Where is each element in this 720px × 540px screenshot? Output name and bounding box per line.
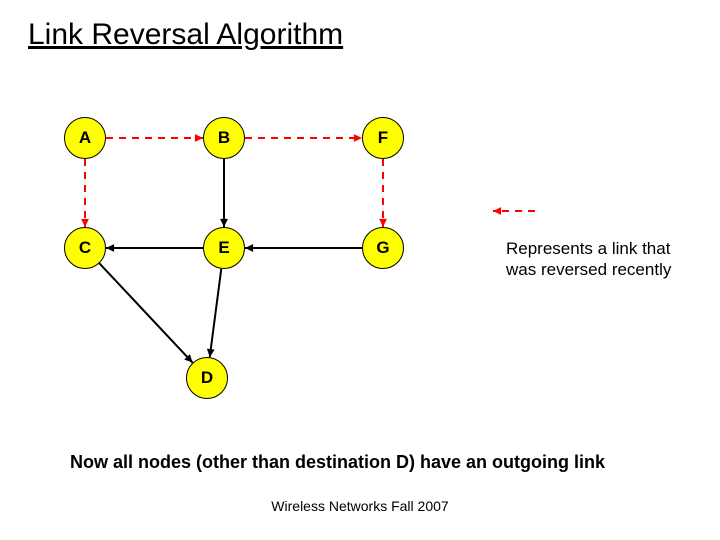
node-b: B: [203, 117, 245, 159]
node-f: F: [362, 117, 404, 159]
caption-text: Now all nodes (other than destination D)…: [70, 452, 605, 473]
node-d: D: [186, 357, 228, 399]
footer-text: Wireless Networks Fall 2007: [0, 498, 720, 514]
node-c: C: [64, 227, 106, 269]
node-e: E: [203, 227, 245, 269]
legend-text: Represents a link that was reversed rece…: [506, 238, 696, 281]
node-a: A: [64, 117, 106, 159]
node-g: G: [362, 227, 404, 269]
